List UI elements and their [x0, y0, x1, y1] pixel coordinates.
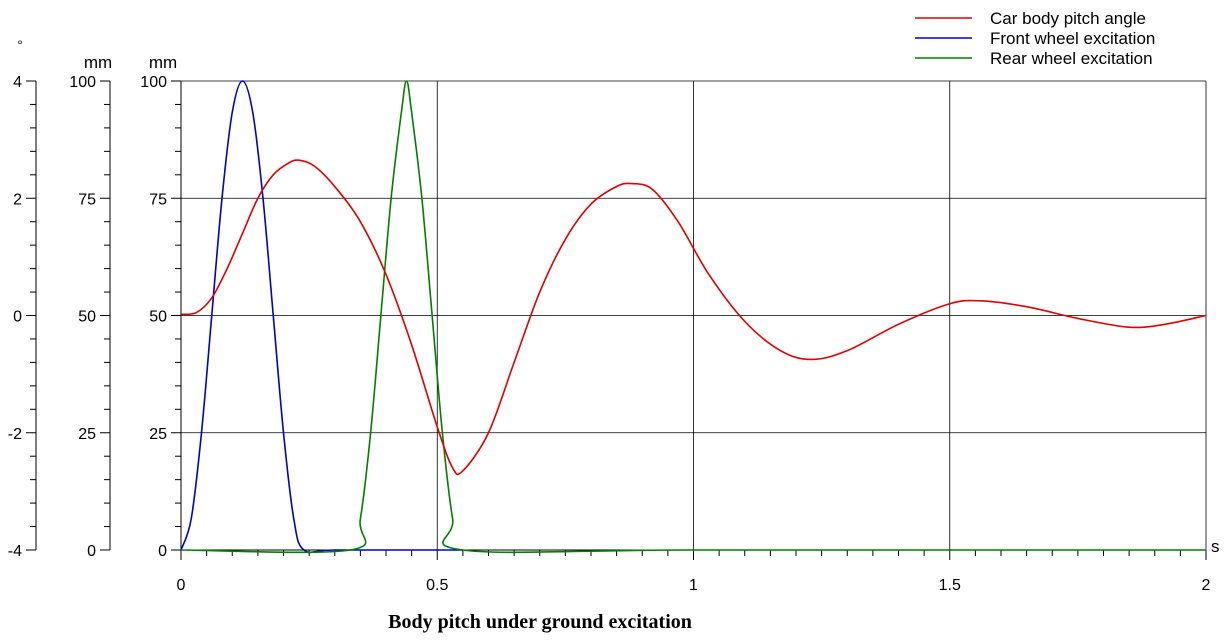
y-axis-unit-label: mm	[149, 53, 177, 72]
x-tick-label: 2	[1202, 577, 1211, 594]
legend-label: Car body pitch angle	[990, 9, 1146, 28]
y-tick-label: -2	[8, 426, 22, 443]
series-line-1	[180, 80, 463, 554]
y-tick-label: 0	[87, 543, 96, 560]
legend-label: Front wheel excitation	[990, 29, 1155, 48]
y-tick-label: 25	[149, 426, 167, 443]
y-tick-label: 50	[149, 309, 167, 326]
y-tick-label: 0	[13, 309, 22, 326]
chart-title: Body pitch under ground excitation	[388, 611, 692, 633]
y-axis-unit-label: °	[17, 37, 23, 53]
x-tick-label: 1	[689, 577, 698, 594]
x-tick-label: 0	[177, 577, 186, 594]
x-axis-unit-label: s	[1211, 537, 1220, 556]
legend-label: Rear wheel excitation	[990, 49, 1153, 68]
y-tick-label: 100	[69, 74, 96, 91]
y-tick-label: 100	[140, 74, 167, 91]
y-tick-label: -4	[8, 543, 22, 560]
y-tick-label: 50	[78, 309, 96, 326]
series-line-2	[180, 80, 1206, 554]
y-tick-label: 2	[13, 191, 22, 208]
y-tick-label: 0	[158, 543, 167, 560]
y-axis-unit-label: mm	[84, 53, 112, 72]
series-line-0	[180, 159, 1207, 476]
y-tick-label: 75	[78, 191, 96, 208]
x-tick-label: 1.5	[939, 577, 961, 594]
y-tick-label: 75	[149, 191, 167, 208]
y-tick-label: 25	[78, 426, 96, 443]
y-tick-label: 4	[13, 74, 22, 91]
x-tick-label: 0.5	[426, 577, 448, 594]
